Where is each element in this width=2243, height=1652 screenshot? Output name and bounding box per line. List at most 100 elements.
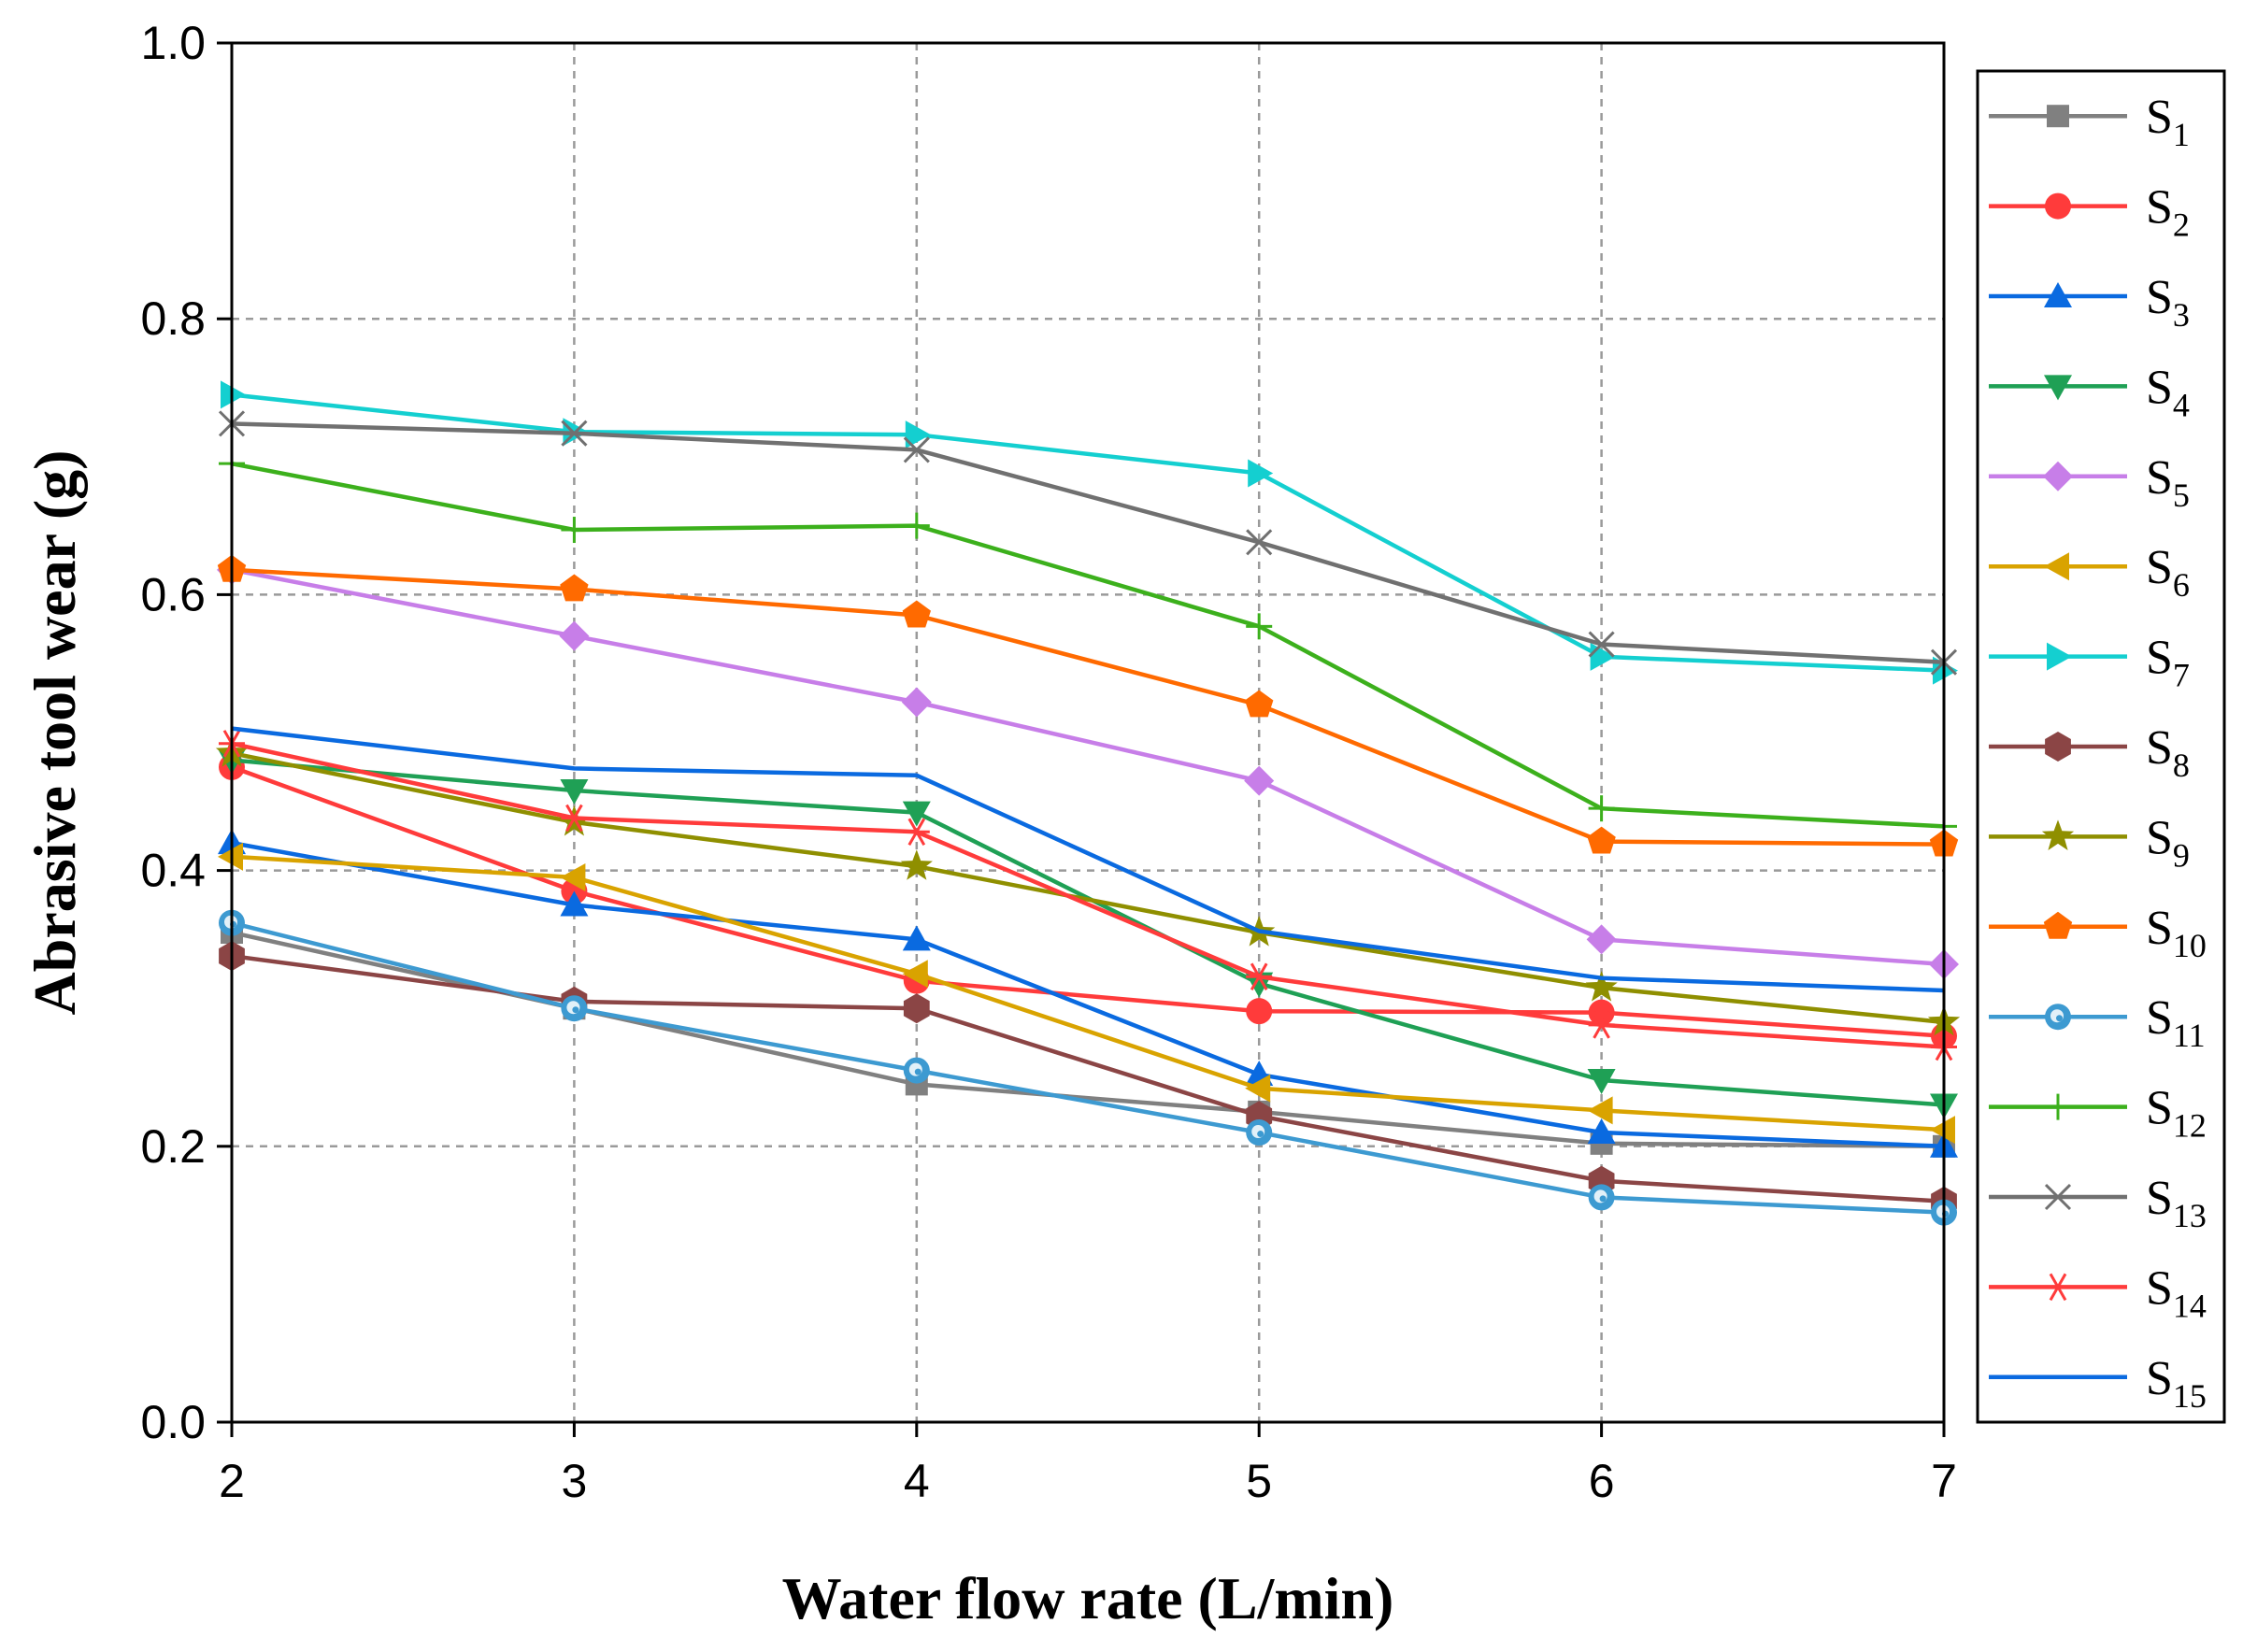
x-tick-label: 6 bbox=[1589, 1455, 1615, 1507]
data-point bbox=[560, 862, 586, 891]
data-point bbox=[900, 849, 933, 880]
data-point bbox=[901, 687, 932, 718]
data-point bbox=[561, 420, 588, 447]
y-axis-title: Abrasive tool wear (g) bbox=[21, 450, 88, 1016]
data-point bbox=[561, 804, 588, 833]
legend-marker bbox=[2045, 1004, 2071, 1031]
x-tick-label: 7 bbox=[1931, 1455, 1957, 1507]
series-line bbox=[231, 840, 1945, 1149]
legend-marker bbox=[2044, 375, 2072, 401]
data-point bbox=[1588, 631, 1615, 658]
data-point bbox=[903, 1057, 930, 1084]
legend-item: S12 bbox=[1989, 1082, 2207, 1145]
data-point bbox=[1588, 999, 1615, 1026]
legend-marker bbox=[2041, 819, 2075, 850]
data-point bbox=[1246, 998, 1273, 1025]
series-line bbox=[231, 567, 1945, 847]
data-point bbox=[1587, 1068, 1616, 1094]
legend-marker bbox=[2043, 911, 2073, 939]
x-tick-label: 3 bbox=[561, 1455, 587, 1507]
data-point bbox=[902, 600, 931, 628]
data-point bbox=[903, 993, 930, 1024]
data-point bbox=[1246, 1119, 1273, 1146]
legend-label: S4 bbox=[2146, 361, 2190, 423]
series-S11 bbox=[219, 909, 1957, 1226]
legend-label: S11 bbox=[2146, 991, 2206, 1054]
legend-label: S2 bbox=[2146, 181, 2190, 244]
series-line bbox=[231, 750, 1945, 1025]
grid-lines bbox=[232, 43, 1944, 1422]
legend-marker bbox=[2044, 1183, 2072, 1211]
legend-marker bbox=[2045, 1273, 2071, 1302]
data-point bbox=[1588, 795, 1615, 822]
legend-item: S4 bbox=[1989, 361, 2190, 423]
plot-frame bbox=[230, 41, 1946, 1424]
axes bbox=[217, 41, 1946, 1437]
data-point bbox=[559, 620, 590, 651]
data-point bbox=[1248, 459, 1274, 488]
data-point bbox=[903, 512, 930, 539]
data-point bbox=[1587, 1096, 1613, 1125]
y-tick-label: 0.4 bbox=[140, 845, 206, 897]
data-point bbox=[560, 574, 589, 602]
y-tick-label: 0.6 bbox=[140, 568, 206, 620]
data-point bbox=[903, 818, 930, 847]
legend-label: S12 bbox=[2146, 1082, 2207, 1145]
tick-labels: 2 3 4 5 6 7 0.0 0.2 0.4 0.6 0.8 1.0 bbox=[140, 17, 1956, 1507]
data-point bbox=[902, 925, 931, 951]
legend-marker bbox=[2045, 732, 2071, 762]
series-line bbox=[231, 421, 1945, 664]
legend-item: S2 bbox=[1989, 181, 2190, 244]
series-line bbox=[231, 764, 1945, 1038]
legend-label: S8 bbox=[2146, 721, 2190, 784]
series-line bbox=[231, 953, 1945, 1204]
legend-marker bbox=[2047, 642, 2072, 671]
legend-item: S8 bbox=[1989, 721, 2190, 784]
legend-marker bbox=[2044, 552, 2069, 581]
legend-item: S11 bbox=[1989, 991, 2206, 1054]
series-S14 bbox=[219, 730, 1957, 1061]
data-point bbox=[1246, 962, 1273, 990]
data-point bbox=[1588, 1011, 1615, 1039]
data-point bbox=[905, 420, 931, 449]
data-point bbox=[1246, 613, 1273, 640]
series-line bbox=[231, 741, 1945, 1049]
data-point bbox=[561, 517, 588, 544]
series-lines bbox=[215, 380, 1961, 1226]
data-point bbox=[1245, 1074, 1271, 1103]
series-line bbox=[231, 726, 1945, 993]
data-point bbox=[1588, 1184, 1615, 1211]
series-S7 bbox=[221, 380, 1958, 685]
y-tick-label: 1.0 bbox=[140, 17, 206, 69]
data-point bbox=[903, 436, 930, 463]
x-axis-title: Water flow rate (L/min) bbox=[782, 1565, 1394, 1631]
data-point bbox=[902, 801, 931, 827]
series-S1 bbox=[221, 921, 1955, 1158]
legend-marker bbox=[2043, 461, 2073, 491]
legend-item: S6 bbox=[1989, 541, 2190, 604]
y-tick-label: 0.2 bbox=[140, 1120, 206, 1173]
x-tick-label: 5 bbox=[1246, 1455, 1272, 1507]
series-S3 bbox=[218, 829, 1958, 1158]
data-point bbox=[1246, 529, 1273, 556]
series-line bbox=[231, 461, 1945, 829]
data-point bbox=[561, 995, 588, 1022]
data-point bbox=[1587, 826, 1616, 854]
series-S10 bbox=[217, 554, 1959, 857]
data-point bbox=[1586, 924, 1617, 955]
data-point bbox=[1587, 1118, 1616, 1145]
data-point bbox=[1585, 971, 1618, 1002]
legend-marker bbox=[2047, 105, 2069, 128]
data-point bbox=[560, 890, 589, 917]
data-point bbox=[1245, 690, 1274, 718]
series-line bbox=[231, 392, 1945, 673]
legend-marker bbox=[2045, 1093, 2071, 1120]
legend-marker bbox=[2044, 282, 2072, 307]
series-line bbox=[231, 920, 1945, 1215]
x-tick-label: 4 bbox=[904, 1455, 930, 1507]
series-S13 bbox=[218, 410, 1958, 676]
y-tick-label: 0.8 bbox=[140, 292, 206, 345]
series-S5 bbox=[217, 554, 1959, 979]
